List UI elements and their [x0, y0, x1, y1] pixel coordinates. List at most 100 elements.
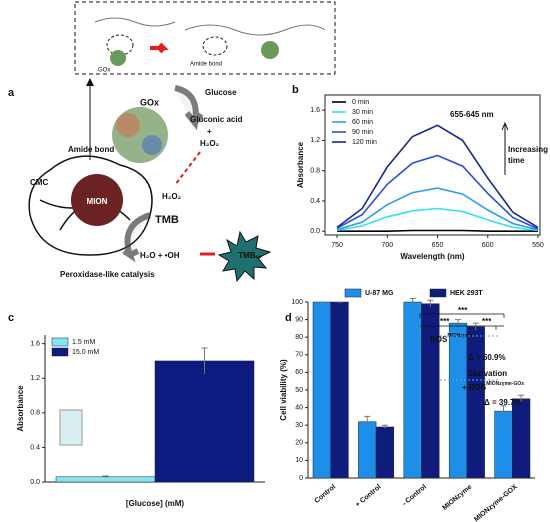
glucose: Glucose: [205, 88, 237, 97]
legend-swatch: [51, 337, 69, 347]
inset-ring-2: [202, 36, 228, 56]
legend-swatch: [51, 347, 69, 357]
x-tick-label: Control: [314, 484, 338, 505]
error-bar: [201, 347, 208, 374]
y-tick-label: 40: [295, 404, 303, 411]
annotation-text: ***: [458, 306, 468, 315]
inset-ring: [106, 34, 134, 56]
legend-label: HEK 293T: [450, 290, 483, 297]
y-tick-label: 0.4: [310, 198, 320, 205]
h2o2-top: H₂O₂: [200, 139, 220, 148]
error-bar: [102, 475, 109, 478]
products: H₂O + •OH: [140, 251, 180, 260]
inset-arrow: [150, 42, 169, 54]
x-axis-label: [Glucose] (mM): [126, 499, 185, 508]
y-axis-label: Absorbance: [16, 385, 25, 432]
line: [336, 187, 539, 231]
enzyme-detail: [142, 135, 162, 155]
annotation-text: Δ = 39.7%: [484, 398, 522, 407]
bar: [466, 326, 485, 479]
annotation-sup: MIONzyme-GOx: [486, 381, 524, 387]
tmbox-burst: [217, 230, 272, 283]
error-bar: [381, 424, 388, 429]
y-tick-label: 1.2: [310, 137, 320, 144]
x-tick-label: 750: [331, 242, 343, 249]
annotation: Δ = 50.9%: [468, 353, 506, 362]
legend-label: U-87 MG: [365, 290, 394, 297]
tmbox: TMBₒₓ: [238, 251, 262, 260]
y-tick-label: 10: [295, 457, 303, 464]
annotation: + ROSMIONzyme-GOx: [462, 381, 524, 392]
panel-label: b: [292, 84, 299, 96]
bar: [512, 398, 531, 479]
x-tick-label: MIONzyme-GOX: [473, 483, 519, 522]
x-tick-label: + Control: [354, 484, 382, 509]
error-bar: [364, 415, 371, 427]
x-tick-label: 550: [532, 242, 544, 249]
delta-guides: [440, 335, 500, 381]
annotation-text: ***: [440, 317, 450, 326]
legend-label: 60 min: [352, 119, 373, 126]
bar: [375, 426, 395, 479]
panel-label: c: [8, 312, 14, 324]
arrowhead: [86, 78, 94, 86]
inset-box: [74, 1, 336, 75]
y-tick-label: 20: [295, 440, 303, 447]
y-axis-label: Absorbance: [296, 141, 305, 188]
y-tick-label: 0.0: [30, 479, 40, 486]
annotation: time: [508, 156, 525, 165]
legend-label: 90 min: [352, 129, 373, 136]
y-axis-label: Cell viability (%): [279, 359, 288, 421]
annotation-text: Δ = 50.9%: [468, 353, 506, 362]
x-tick-label: 700: [381, 242, 393, 249]
legend-label: 0 min: [352, 99, 369, 106]
annotation: Increasing: [508, 145, 548, 154]
plus: +: [207, 127, 212, 136]
y-tick-label: 50: [295, 387, 303, 394]
line: [336, 207, 539, 232]
legend-label: 120 min: [352, 139, 377, 146]
annotation: Δ = 39.7%: [484, 398, 522, 407]
y-tick-label: 1.6: [30, 340, 40, 347]
inset-enzyme-2: [261, 41, 279, 59]
dashed-arrow: [174, 151, 201, 186]
y-tick-label: 90: [295, 316, 303, 323]
gluconic: Gluconic acid: [190, 115, 243, 124]
y-tick-label: 70: [295, 352, 303, 359]
x-axis-label: Wavelength (nm): [400, 252, 464, 261]
annotation-text: 655-645 nm: [450, 110, 494, 119]
error-bar: [500, 405, 507, 417]
legend-swatch: [344, 288, 362, 298]
line: [336, 124, 539, 229]
bar: [312, 301, 331, 479]
error-bar: [427, 299, 434, 308]
bar: [330, 301, 349, 479]
tmb-arrow: [122, 212, 152, 263]
polymer-chain: [94, 17, 326, 36]
amide-label: Amide bond: [68, 145, 114, 154]
annotation: 655-645 nm: [450, 110, 494, 119]
mion: MION: [87, 197, 108, 206]
time-arrow: [501, 121, 509, 175]
annotation: Starvation: [468, 369, 507, 378]
bar: [154, 360, 255, 483]
y-tick-label: 0.8: [310, 168, 320, 175]
inset-gox: GOx: [98, 68, 110, 74]
annotation: ***: [482, 317, 492, 326]
bar: [448, 322, 468, 479]
inset-amide: Amide bond: [190, 62, 222, 68]
error-bar: [472, 322, 479, 331]
line: [337, 229, 538, 232]
enzyme-detail: [116, 113, 140, 137]
annotation-text: ***: [482, 317, 492, 326]
line: [336, 154, 539, 230]
legend-label: 15.0 mM: [72, 349, 99, 356]
bar: [403, 301, 422, 479]
tmb: TMB: [155, 214, 179, 226]
bar: [358, 421, 377, 479]
y-tick-label: 30: [295, 422, 303, 429]
y-tick-label: 0.8: [30, 410, 40, 417]
enzyme-structure: [112, 107, 168, 163]
y-tick-label: 1.6: [310, 107, 320, 114]
h2o2: H₂O₂: [162, 192, 182, 201]
